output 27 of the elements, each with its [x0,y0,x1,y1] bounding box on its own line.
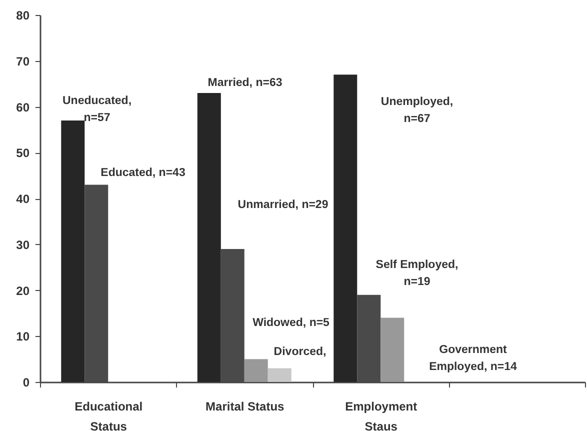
y-tick-label: 70 [16,54,30,68]
bar [334,74,358,382]
annotation: Educated, n=43 [100,167,186,179]
annotation: Self Employed, n=19 [376,259,458,288]
bar [244,359,268,382]
bar [61,120,85,382]
x-tick-label: Educational Status [74,400,143,431]
annotation: Government Employed, n=14 [429,344,518,373]
annotation: Divorced, [274,346,326,358]
y-tick-label: 60 [16,100,30,114]
annotation: Unemployed, n=67 [380,96,454,125]
y-tick-label: 30 [16,238,30,252]
annotation: Widowed, n=5 [252,317,330,329]
bar [268,368,292,382]
y-tick-label: 50 [16,146,30,160]
annotation: Married, n=63 [208,77,282,89]
x-tick-label: Marital Status [206,400,285,414]
annotation: Uneducated, n=57 [62,95,132,124]
bar [380,318,404,382]
y-tick-label: 40 [16,192,30,206]
x-tick-label: Employment Staus [345,400,418,431]
annotation: Unmarried, n=29 [238,199,328,211]
y-tick-label: 0 [22,376,30,390]
y-tick-label: 80 [16,8,30,22]
y-tick-label: 10 [16,330,30,344]
bar [197,92,221,382]
y-tick-label: 20 [16,284,30,298]
